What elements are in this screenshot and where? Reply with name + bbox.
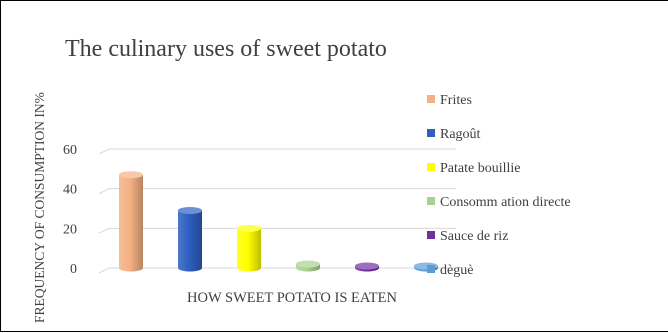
y-axis-label: FREQUENCY OF CONSUMPTION IN%: [32, 92, 47, 323]
y-tick-labels: 0 20 40 60: [63, 143, 77, 277]
legend-swatch: [427, 231, 435, 239]
y-tick-label: 40: [63, 183, 77, 198]
bars: [119, 171, 438, 272]
bar-consomm-ation-directe: [296, 260, 320, 272]
legend-swatch: [427, 95, 435, 103]
legend-swatch: [427, 163, 435, 171]
bar-cap: [178, 206, 202, 214]
bar-cap: [296, 260, 320, 268]
gridline-diagonal: [98, 188, 110, 195]
gridline-diagonal: [98, 148, 110, 155]
legend-label: Sauce de riz: [440, 229, 508, 244]
bar-patate-bouillie: [237, 224, 261, 272]
gridline-diagonal: [98, 267, 110, 274]
legend-item: dèguè: [427, 263, 473, 278]
bar-cap: [355, 262, 379, 270]
legend-swatch: [427, 197, 435, 205]
gridline-diagonal: [98, 227, 110, 234]
chart-title: The culinary uses of sweet potato: [65, 36, 387, 62]
bar-body: [237, 228, 261, 272]
x-axis-label: HOW SWEET POTATO IS EATEN: [187, 290, 397, 306]
legend-label: Patate bouillie: [440, 161, 520, 176]
legend-item: Frites: [427, 93, 472, 108]
bar-cap: [119, 171, 143, 179]
legend-item: Patate bouillie: [427, 161, 520, 176]
y-tick-label: 0: [70, 262, 77, 277]
y-tick-label: 60: [63, 143, 77, 158]
gridlines: [98, 148, 456, 274]
legend-item: Consomm ation directe: [427, 195, 571, 210]
legend-swatch: [427, 265, 435, 273]
bar-body: [119, 174, 143, 272]
legend-label: Consomm ation directe: [440, 195, 571, 210]
legend-label: Frites: [440, 93, 472, 108]
legend-item: Sauce de riz: [427, 229, 508, 244]
legend-label: Ragoût: [440, 127, 481, 142]
legend-label: dèguè: [440, 263, 473, 278]
bar-rago-t: [178, 206, 202, 272]
bar-cap: [237, 224, 261, 232]
bar-body: [178, 210, 202, 272]
bar-sauce-de-riz: [355, 262, 379, 272]
y-tick-label: 20: [63, 222, 77, 237]
legend-swatch: [427, 129, 435, 137]
legend: Frites Ragoût Patate bouillie Consomm ation…: [427, 93, 571, 278]
legend-item: Ragoût: [427, 127, 481, 142]
bar-frites: [119, 171, 143, 272]
